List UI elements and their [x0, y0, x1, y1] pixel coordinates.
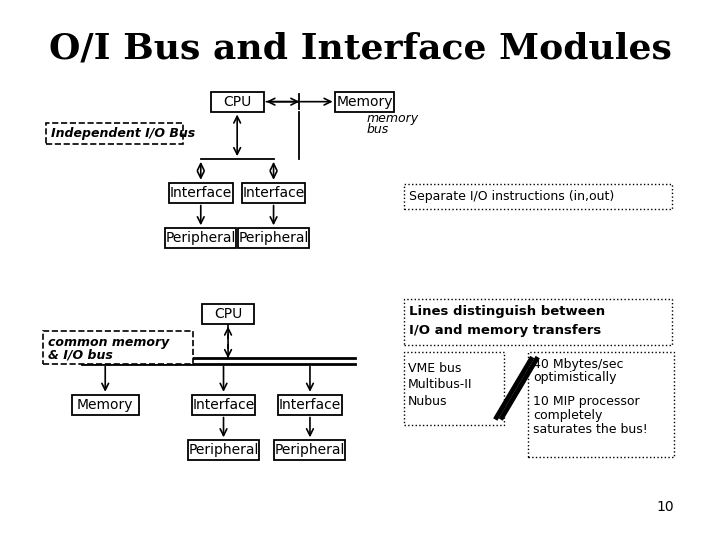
Text: CPU: CPU: [214, 307, 242, 321]
Text: Peripheral: Peripheral: [238, 231, 309, 245]
Text: Interface: Interface: [192, 397, 255, 411]
Text: saturates the bus!: saturates the bus!: [533, 423, 647, 436]
FancyBboxPatch shape: [188, 440, 259, 460]
Text: CPU: CPU: [223, 94, 251, 109]
Text: I/O and memory transfers: I/O and memory transfers: [409, 323, 601, 336]
FancyBboxPatch shape: [211, 92, 264, 112]
FancyBboxPatch shape: [166, 228, 236, 248]
FancyBboxPatch shape: [46, 123, 183, 144]
Text: Memory: Memory: [336, 94, 393, 109]
FancyBboxPatch shape: [43, 331, 194, 364]
FancyBboxPatch shape: [242, 183, 305, 202]
Text: 10: 10: [657, 500, 674, 514]
Text: 40 Mbytes/sec: 40 Mbytes/sec: [533, 358, 624, 371]
Text: 10 MIP processor: 10 MIP processor: [533, 395, 639, 408]
Text: Interface: Interface: [170, 186, 232, 200]
Text: Separate I/O instructions (in,out): Separate I/O instructions (in,out): [409, 190, 614, 203]
FancyBboxPatch shape: [238, 228, 309, 248]
FancyBboxPatch shape: [404, 184, 672, 209]
Text: common memory: common memory: [48, 336, 169, 349]
Text: bus: bus: [366, 123, 389, 137]
Text: optimistically: optimistically: [533, 371, 616, 384]
FancyBboxPatch shape: [278, 395, 342, 415]
FancyBboxPatch shape: [274, 440, 346, 460]
FancyBboxPatch shape: [192, 395, 256, 415]
Text: Independent I/O Bus: Independent I/O Bus: [50, 127, 195, 140]
Text: Memory: Memory: [77, 397, 133, 411]
FancyBboxPatch shape: [404, 352, 504, 424]
Text: Peripheral: Peripheral: [166, 231, 236, 245]
Text: Peripheral: Peripheral: [189, 443, 258, 457]
FancyBboxPatch shape: [169, 183, 233, 202]
Text: VME bus: VME bus: [408, 362, 462, 375]
Text: O/I Bus and Interface Modules: O/I Bus and Interface Modules: [48, 32, 672, 66]
Text: Nubus: Nubus: [408, 395, 448, 408]
Text: Peripheral: Peripheral: [275, 443, 345, 457]
FancyBboxPatch shape: [202, 303, 254, 323]
Text: Interface: Interface: [279, 397, 341, 411]
FancyBboxPatch shape: [336, 92, 394, 112]
Text: & I/O bus: & I/O bus: [48, 348, 113, 361]
Text: completely: completely: [533, 409, 602, 422]
Text: Interface: Interface: [243, 186, 305, 200]
Text: Lines distinguish between: Lines distinguish between: [409, 305, 606, 319]
FancyBboxPatch shape: [404, 299, 672, 345]
Text: memory: memory: [366, 112, 418, 125]
FancyBboxPatch shape: [528, 352, 674, 456]
Text: Multibus-II: Multibus-II: [408, 378, 473, 391]
FancyBboxPatch shape: [71, 395, 139, 415]
